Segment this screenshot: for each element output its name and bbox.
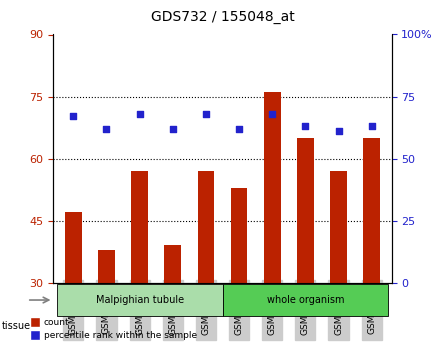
FancyBboxPatch shape [57,284,222,316]
Bar [131,171,148,283]
Bar [165,245,181,283]
Bar [65,212,81,283]
Bar [364,138,380,283]
Bar [264,92,280,283]
Text: Malpighian tubule: Malpighian tubule [96,295,184,305]
Point [70,114,77,119]
Text: tissue: tissue [2,321,31,331]
Point [103,126,110,131]
Point [136,111,143,117]
Bar [330,171,347,283]
Bar [98,249,115,283]
Point [169,126,176,131]
Point [202,111,210,117]
Bar [231,188,247,283]
Point [302,124,309,129]
Bar [198,171,214,283]
Text: GDS732 / 155048_at: GDS732 / 155048_at [150,10,295,24]
Point [335,129,342,134]
Point [269,111,276,117]
Point [368,124,375,129]
Text: whole organism: whole organism [267,295,344,305]
Bar [297,138,314,283]
FancyBboxPatch shape [222,284,388,316]
Point [235,126,243,131]
Legend: count, percentile rank within the sample: count, percentile rank within the sample [27,314,201,344]
